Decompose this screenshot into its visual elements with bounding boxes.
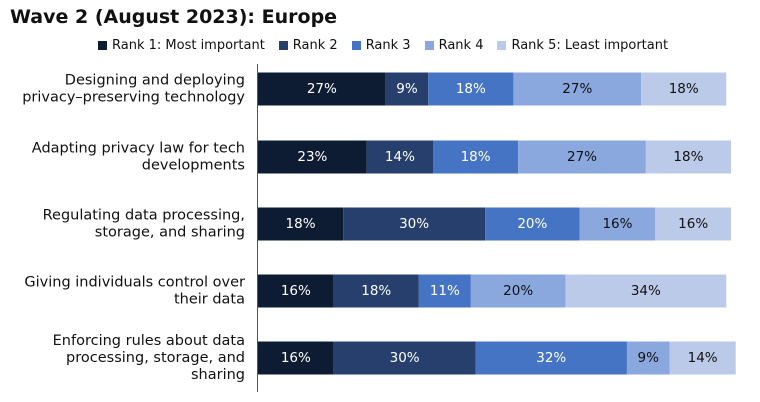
category-label-5-line-3: sharing [191, 367, 245, 383]
bar-segment-row-1-rank-5 [641, 72, 727, 106]
legend-label-rank-3: Rank 3 [365, 38, 411, 53]
bar-segment-row-5-rank-4 [626, 341, 670, 375]
bar-segment-row-3-rank-3 [485, 207, 580, 241]
legend-item-rank-1: Rank 1: Most important [98, 38, 265, 53]
value-label-row-4-rank-5: 34% [631, 283, 661, 299]
category-label-4-line-2: their data [174, 292, 245, 308]
bar-segment-row-3-rank-5 [655, 207, 731, 241]
category-label-2-line-2: developments [142, 158, 245, 174]
bar-segment-row-4-rank-5 [565, 274, 727, 308]
bar-segment-row-5-rank-5 [669, 341, 736, 375]
legend-swatch-rank-5 [497, 41, 507, 50]
bar-segment-row-2-rank-1 [258, 140, 367, 174]
category-label-3-line-1: Regulating data processing, [43, 208, 245, 224]
bar-segment-row-4-rank-1 [258, 274, 334, 308]
bar-segment-row-4-rank-4 [470, 274, 566, 308]
bar-segment-row-2-rank-5 [645, 140, 731, 174]
bar-segment-row-3-rank-2 [343, 207, 486, 241]
bar-segment-row-2-rank-2 [366, 140, 434, 174]
legend-swatch-rank-1 [98, 41, 107, 50]
legend-item-rank-3: Rank 3 [351, 38, 411, 53]
legend-item-rank-5: Rank 5: Least important [497, 38, 668, 53]
bar-segment-row-5-rank-1 [258, 341, 334, 375]
value-label-row-5-rank-2: 30% [390, 350, 420, 366]
value-label-row-5-rank-4: 9% [638, 350, 660, 366]
legend-label-rank-5: Rank 5: Least important [511, 38, 669, 53]
bar-segment-row-1-rank-4 [513, 72, 642, 106]
value-label-row-4-rank-2: 18% [361, 283, 391, 299]
value-label-row-1-rank-4: 27% [562, 81, 592, 97]
legend-item-rank-4: Rank 4 [424, 38, 484, 53]
category-label-5-line-1: Enforcing rules about data [53, 333, 245, 349]
value-label-row-3-rank-2: 30% [399, 216, 429, 232]
bar-segment-row-3-rank-4 [579, 207, 656, 241]
value-label-row-3-rank-5: 16% [678, 216, 708, 232]
category-label-3-line-2: storage, and sharing [95, 225, 245, 241]
value-label-row-1-rank-5: 18% [669, 81, 699, 97]
value-label-row-1-rank-1: 27% [307, 81, 337, 97]
value-label-row-4-rank-1: 16% [281, 283, 311, 299]
value-label-row-2-rank-3: 18% [461, 149, 491, 165]
value-label-row-5-rank-1: 16% [281, 350, 311, 366]
legend-item-rank-2: Rank 2 [278, 38, 338, 53]
bar-segment-row-5-rank-2 [333, 341, 476, 375]
bar-segment-row-4-rank-3 [418, 274, 471, 308]
value-label-row-2-rank-1: 23% [297, 149, 327, 165]
value-label-row-3-rank-4: 16% [602, 216, 632, 232]
bar-segment-row-5-rank-3 [475, 341, 627, 375]
bar-segment-row-1-rank-2 [385, 72, 429, 106]
legend-swatch-rank-4 [424, 41, 434, 50]
bar-segment-row-3-rank-1 [258, 207, 344, 241]
legend-label-rank-1: Rank 1: Most important [112, 38, 265, 53]
category-label-1-line-1: Designing and deploying [65, 73, 245, 89]
value-label-row-4-rank-4: 20% [503, 283, 533, 299]
value-label-row-2-rank-2: 14% [385, 149, 415, 165]
value-label-row-2-rank-5: 18% [673, 149, 703, 165]
bar-segment-row-1-rank-1 [258, 72, 386, 106]
category-label-2-line-1: Adapting privacy law for tech [32, 141, 245, 157]
legend-label-rank-2: Rank 2 [292, 38, 338, 53]
bar-segment-row-2-rank-3 [433, 140, 519, 174]
chart-title: Wave 2 (August 2023): Europe [10, 6, 338, 28]
legend-swatch-rank-2 [278, 41, 288, 50]
legend-swatch-rank-3 [351, 41, 361, 50]
bar-segment-row-2-rank-4 [518, 140, 646, 174]
legend: Rank 1: Most important Rank 2 Rank 3 Rank 4… [98, 38, 668, 53]
value-label-row-5-rank-3: 32% [536, 350, 566, 366]
value-label-row-1-rank-3: 18% [456, 81, 486, 97]
bar-segment-row-4-rank-2 [333, 274, 419, 308]
category-label-1-line-2: privacy–preserving technology [22, 90, 245, 106]
category-label-5-line-2: processing, storage, and [66, 350, 245, 366]
value-label-row-3-rank-3: 20% [517, 216, 547, 232]
value-label-row-3-rank-1: 18% [286, 216, 316, 232]
value-label-row-2-rank-4: 27% [567, 149, 597, 165]
value-label-row-5-rank-5: 14% [688, 350, 718, 366]
value-label-row-4-rank-3: 11% [430, 283, 460, 299]
value-label-row-1-rank-2: 9% [396, 81, 418, 97]
bar-segment-row-1-rank-3 [428, 72, 514, 106]
legend-label-rank-4: Rank 4 [438, 38, 484, 53]
category-label-4-line-1: Giving individuals control over [24, 275, 245, 291]
